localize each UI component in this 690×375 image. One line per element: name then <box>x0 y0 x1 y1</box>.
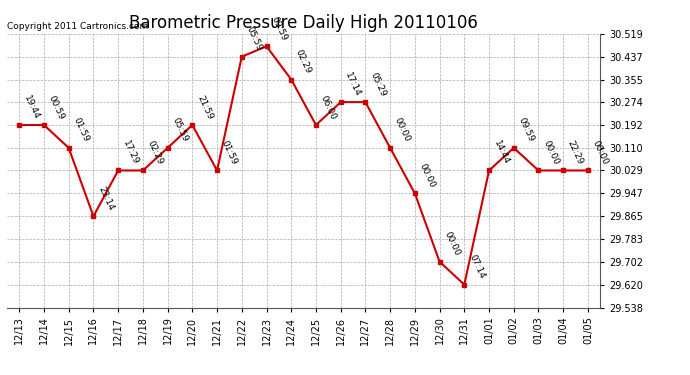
Text: 22:29: 22:29 <box>566 140 585 166</box>
Text: Copyright 2011 Cartronics.com: Copyright 2011 Cartronics.com <box>7 22 148 31</box>
Text: 00:00: 00:00 <box>442 230 462 258</box>
Text: 14:44: 14:44 <box>492 140 511 166</box>
Text: 02:29: 02:29 <box>294 48 313 75</box>
Text: 05:59: 05:59 <box>170 117 190 144</box>
Text: 00:00: 00:00 <box>541 139 560 166</box>
Text: 05:29: 05:29 <box>368 71 387 98</box>
Text: 17:14: 17:14 <box>344 71 362 98</box>
Text: 01:59: 01:59 <box>72 117 90 144</box>
Title: Barometric Pressure Daily High 20110106: Barometric Pressure Daily High 20110106 <box>129 14 478 32</box>
Text: 00:00: 00:00 <box>417 162 437 189</box>
Text: 00:00: 00:00 <box>591 139 610 166</box>
Text: 23:14: 23:14 <box>96 185 115 212</box>
Text: 06:00: 06:00 <box>319 94 338 121</box>
Text: 17:29: 17:29 <box>121 139 140 166</box>
Text: 02:29: 02:29 <box>146 139 165 166</box>
Text: 01:59: 01:59 <box>220 139 239 166</box>
Text: 09:59: 09:59 <box>517 117 535 144</box>
Text: 09:59: 09:59 <box>269 15 288 42</box>
Text: 19:44: 19:44 <box>22 94 41 121</box>
Text: 07:14: 07:14 <box>467 253 486 280</box>
Text: 05:59: 05:59 <box>244 25 264 52</box>
Text: 00:59: 00:59 <box>47 94 66 121</box>
Text: 00:00: 00:00 <box>393 117 412 144</box>
Text: 21:59: 21:59 <box>195 94 214 121</box>
